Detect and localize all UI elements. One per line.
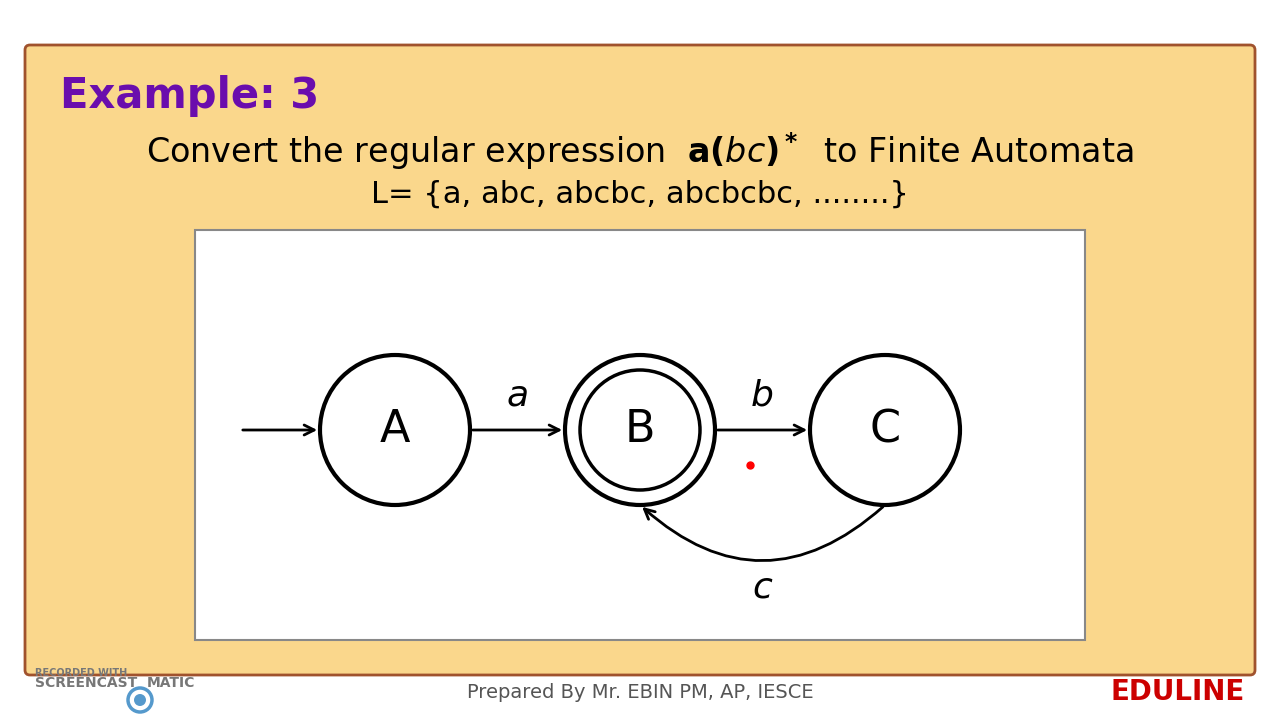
- Circle shape: [134, 694, 146, 706]
- Text: B: B: [625, 408, 655, 451]
- Text: C: C: [869, 408, 901, 451]
- Text: A: A: [380, 408, 411, 451]
- Text: Example: 3: Example: 3: [60, 75, 319, 117]
- Text: SCREENCAST: SCREENCAST: [35, 676, 137, 690]
- Text: RECORDED WITH: RECORDED WITH: [35, 668, 127, 678]
- Text: a: a: [507, 378, 529, 412]
- Text: c: c: [753, 570, 772, 604]
- Text: EDULINE: EDULINE: [1111, 678, 1245, 706]
- Text: b: b: [751, 378, 774, 412]
- Text: Convert the regular expression  $\mathbf{a(\mathit{bc})^*}$  to Finite Automata: Convert the regular expression $\mathbf{…: [146, 130, 1134, 172]
- Text: Prepared By Mr. EBIN PM, AP, IESCE: Prepared By Mr. EBIN PM, AP, IESCE: [467, 683, 813, 701]
- Text: L= {a, abc, abcbc, abcbcbc, ........}: L= {a, abc, abcbc, abcbcbc, ........}: [371, 180, 909, 209]
- Bar: [195, 230, 1085, 640]
- FancyBboxPatch shape: [26, 45, 1254, 675]
- Text: MATIC: MATIC: [147, 676, 196, 690]
- FancyArrowPatch shape: [644, 507, 883, 561]
